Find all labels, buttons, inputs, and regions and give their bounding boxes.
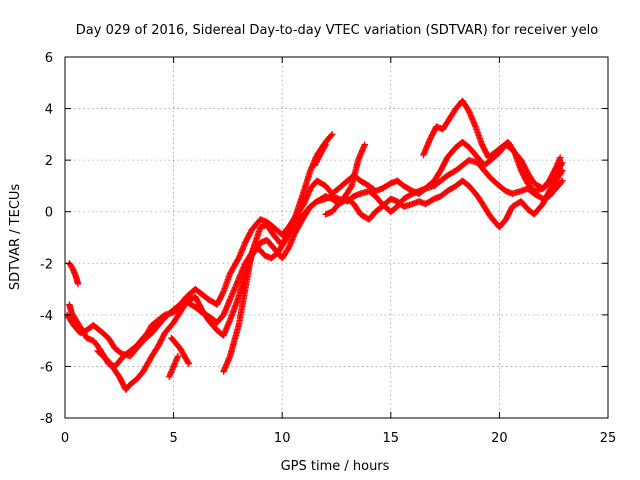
x-tick-label: 0 [61,431,69,446]
plot-frame [64,56,609,419]
series-track-3 [94,167,566,393]
y-tick-label: 6 [45,51,53,66]
series-segment-b [166,352,182,380]
data-point [347,184,355,191]
data-point [510,147,517,155]
chart-title: Day 029 of 2016, Sidereal Day-to-day VTE… [76,23,598,38]
data-point [558,178,565,186]
data-point [559,167,566,174]
y-axis-label: SDTVAR / TECUs [8,184,23,291]
series-segment-d [322,141,368,218]
data-layer [63,97,566,393]
series-segment-a [66,260,82,288]
y-tick-label: 0 [45,206,53,221]
data-point [557,154,564,161]
y-tick-label: -8 [40,412,53,427]
data-point [559,177,566,184]
series-track-5 [420,97,564,195]
data-point [184,359,192,366]
tick-layer: 0 5 10 15 20 25 -8 -6 -4 -2 0 2 4 6 [40,51,616,446]
y-tick-label: -2 [40,257,53,272]
data-point [174,352,182,360]
data-point [219,289,227,297]
series-track-4 [220,131,336,375]
data-point [559,159,566,166]
series-track-2 [63,138,566,360]
data-point [321,142,329,150]
data-point [361,141,368,148]
x-tick-label: 15 [383,431,400,446]
x-tick-label: 5 [169,431,177,446]
data-point [284,233,292,240]
data-point [328,131,336,138]
x-tick-label: 25 [600,431,617,446]
x-tick-label: 10 [274,431,291,446]
y-tick-label: 2 [45,154,53,169]
series-segment-c [168,334,193,368]
data-point [185,360,193,368]
x-axis-label: GPS time / hours [281,459,390,474]
data-point [322,141,329,148]
data-point [328,132,335,139]
y-tick-label: -6 [40,360,53,375]
x-tick-label: 20 [491,431,508,446]
series-segment-e [311,141,329,169]
data-point [74,280,82,288]
y-tick-label: -4 [40,309,53,324]
data-point [558,168,565,175]
y-tick-label: 4 [45,103,53,118]
